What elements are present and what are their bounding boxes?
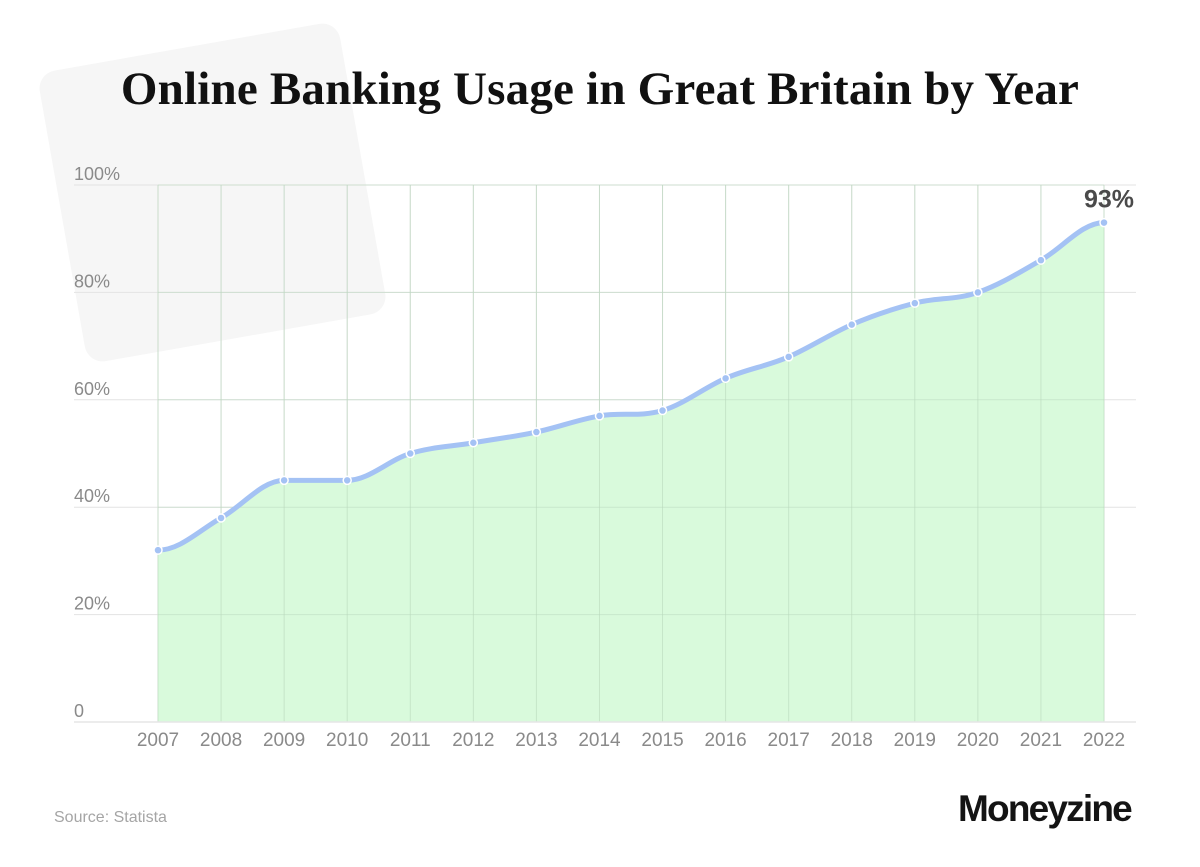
data-point <box>783 352 794 362</box>
x-tick-label: 2009 <box>263 730 305 751</box>
data-point <box>531 427 542 437</box>
x-tick-label: 2011 <box>390 730 431 751</box>
data-point <box>1036 255 1046 265</box>
data-point <box>973 287 983 298</box>
x-tick-label: 2018 <box>831 730 873 751</box>
y-tick-label: 20% <box>74 594 110 614</box>
x-tick-label: 2015 <box>641 730 683 751</box>
data-point <box>1099 217 1109 228</box>
data-point <box>405 448 416 459</box>
x-tick-label: 2007 <box>137 730 179 751</box>
data-point <box>720 373 731 384</box>
y-axis-ticks: 0 20% 40% 60% 80% 100% <box>74 164 120 721</box>
brand-logo: Moneyzine <box>958 788 1133 829</box>
chart-title: Online Banking Usage in Great Britain by… <box>120 63 1080 115</box>
x-tick-label: 2017 <box>768 730 810 751</box>
data-point <box>846 319 857 330</box>
source-note: Source: Statista <box>54 809 167 826</box>
x-tick-label: 2008 <box>200 730 242 751</box>
data-point <box>468 438 479 448</box>
x-tick-label: 2022 <box>1083 730 1125 751</box>
last-value-annotation: 93% <box>1084 186 1134 214</box>
data-point <box>594 411 605 421</box>
x-tick-label: 2021 <box>1020 730 1062 751</box>
y-tick-label: 60% <box>74 379 110 399</box>
x-tick-label: 2016 <box>704 730 746 751</box>
x-tick-label: 2013 <box>515 730 557 751</box>
y-tick-label: 40% <box>74 486 110 506</box>
data-point <box>279 475 289 486</box>
y-tick-label: 100% <box>74 164 120 184</box>
x-tick-label: 2014 <box>578 730 621 751</box>
data-point <box>216 513 226 523</box>
y-tick-label: 80% <box>74 271 110 291</box>
y-tick-label: 0 <box>74 701 84 721</box>
data-point <box>153 545 163 555</box>
x-tick-label: 2020 <box>957 730 999 751</box>
x-tick-label: 2010 <box>326 730 368 751</box>
area-fill <box>158 222 1104 722</box>
x-axis-ticks: 2007 2008 2009 2010 2011 2012 2013 2014 2015 2016… <box>137 730 1125 751</box>
data-line <box>155 220 1107 553</box>
data-point <box>910 298 920 308</box>
x-tick-label: 2012 <box>452 730 494 751</box>
data-point <box>342 475 352 486</box>
x-tick-label: 2019 <box>894 730 936 751</box>
data-points <box>153 217 1109 555</box>
vertical-grid-overlay <box>74 184 1136 723</box>
data-point <box>657 405 668 416</box>
